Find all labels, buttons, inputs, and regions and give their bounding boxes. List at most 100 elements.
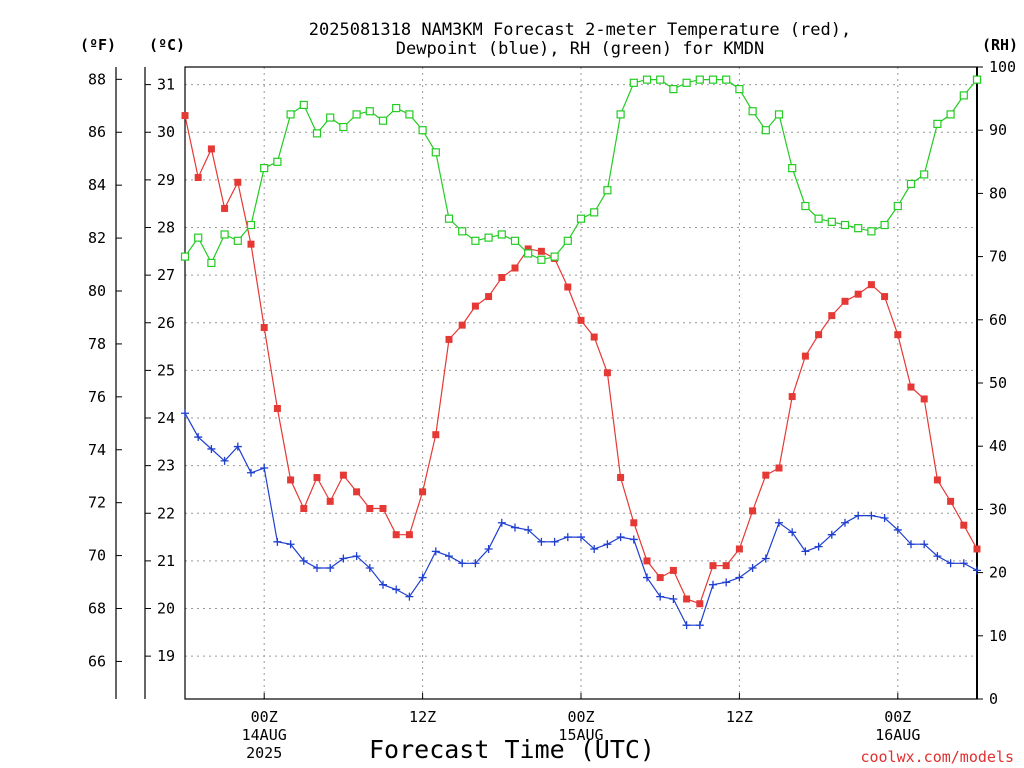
rh-point xyxy=(669,85,678,94)
temperature-point xyxy=(603,369,611,377)
dewpoint-point xyxy=(722,578,731,587)
temperature-point xyxy=(234,178,242,186)
dewpoint-point xyxy=(761,554,770,563)
rh-point xyxy=(299,100,308,110)
rh-point xyxy=(774,110,784,119)
rh-point xyxy=(220,230,229,239)
temperature-point xyxy=(762,471,770,479)
dewpoint-point xyxy=(418,573,427,582)
rh-unit-label: (RH) xyxy=(982,36,1018,54)
dewpoint-point xyxy=(643,573,651,582)
rh-tick-label: 50 xyxy=(989,374,1007,392)
dewpoint-point xyxy=(933,552,942,561)
celsius-tick-label: 20 xyxy=(157,600,175,618)
celsius-tick-label: 30 xyxy=(157,123,175,141)
dewpoint-point xyxy=(220,456,229,465)
rh-point xyxy=(286,110,295,119)
temperature-point xyxy=(920,395,928,403)
fahrenheit-tick-label: 82 xyxy=(88,229,106,247)
dewpoint-point xyxy=(854,511,863,520)
temperature-point xyxy=(537,247,545,255)
temperature-point xyxy=(735,545,743,553)
temperature-point xyxy=(498,274,506,282)
temperature-point xyxy=(287,476,295,484)
dewpoint-point xyxy=(339,554,348,563)
fahrenheit-tick-label: 80 xyxy=(88,282,106,300)
rh-point xyxy=(405,110,414,119)
dewpoint-point xyxy=(959,559,968,568)
dewpoint-point xyxy=(867,511,876,520)
celsius-tick-label: 28 xyxy=(157,219,175,237)
rh-point xyxy=(590,208,599,217)
temperature-point xyxy=(392,531,400,539)
rh-point xyxy=(352,110,361,119)
rh-point xyxy=(312,129,322,138)
x-axis-label: Forecast Time (UTC) xyxy=(369,735,655,764)
dewpoint-point xyxy=(352,552,361,561)
rh-point xyxy=(814,214,823,223)
temperature-point xyxy=(313,474,321,482)
temperature-point xyxy=(339,471,347,479)
rh-point xyxy=(801,201,810,211)
rh-point xyxy=(906,179,916,189)
temperature-point xyxy=(973,545,981,553)
rh-tick-label: 90 xyxy=(989,121,1007,139)
dewpoint-point xyxy=(484,544,493,553)
dewpoint-point xyxy=(497,518,506,527)
rh-point xyxy=(510,236,520,245)
temperature-point xyxy=(577,316,585,324)
dewpoint-point xyxy=(313,564,321,573)
temperature-point xyxy=(801,352,809,360)
rh-point xyxy=(418,126,427,135)
x-tick-label: 16AUG xyxy=(875,726,920,744)
temperature-point xyxy=(405,531,413,539)
dewpoint-point xyxy=(775,518,783,527)
x-tick-label: 2025 xyxy=(246,744,282,762)
temperature-point xyxy=(894,331,902,339)
dewpoint-point xyxy=(590,544,599,553)
dewpoint-point xyxy=(973,566,981,575)
temperature-point xyxy=(445,335,453,343)
temperature-point xyxy=(881,293,889,301)
fahrenheit-unit-label: (ºF) xyxy=(80,36,116,54)
temperature-point xyxy=(326,497,334,505)
dewpoint-point xyxy=(471,559,480,568)
rh-point xyxy=(695,75,704,84)
celsius-tick-label: 22 xyxy=(157,504,175,522)
rh-point xyxy=(365,107,374,116)
chart-title-line1: 2025081318 NAM3KM Forecast 2-meter Tempe… xyxy=(309,20,851,40)
dewpoint-point xyxy=(907,540,915,549)
celsius-tick-label: 21 xyxy=(157,552,175,570)
rh-tick-label: 80 xyxy=(989,184,1007,202)
rh-point xyxy=(629,78,638,87)
temperature-point xyxy=(696,600,704,608)
dewpoint-point xyxy=(735,573,744,582)
dewpoint-point xyxy=(629,535,638,544)
temperature-point xyxy=(247,240,255,248)
rh-point xyxy=(378,116,388,125)
rh-point xyxy=(722,75,731,84)
dewpoint-point xyxy=(577,533,585,542)
dewpoint-point xyxy=(524,525,533,534)
x-tick-label: 00Z xyxy=(251,708,278,726)
dewpoint-point xyxy=(458,559,467,568)
temperature-point xyxy=(867,281,875,289)
dewpoint-point xyxy=(695,621,704,630)
x-tick-label: 14AUG xyxy=(242,726,287,744)
temperature-point xyxy=(471,302,479,310)
rh-tick-label: 0 xyxy=(989,690,998,708)
temperature-point xyxy=(273,404,281,412)
fahrenheit-tick-label: 78 xyxy=(88,335,106,353)
dewpoint-point xyxy=(431,547,440,556)
tick-labels: 19 20 21 22 23 24 25 26 27 28 29 30 31 66 68 70 72 74 76 78… xyxy=(88,58,1016,762)
fahrenheit-tick-label: 74 xyxy=(88,441,106,459)
axes xyxy=(115,66,978,700)
celsius-tick-label: 27 xyxy=(157,266,175,284)
dewpoint-point xyxy=(920,540,929,549)
rh-point xyxy=(603,186,612,195)
celsius-tick-label: 25 xyxy=(157,361,175,379)
celsius-tick-label: 23 xyxy=(157,457,175,475)
rh-point xyxy=(273,157,282,166)
temperature-point xyxy=(590,333,598,341)
